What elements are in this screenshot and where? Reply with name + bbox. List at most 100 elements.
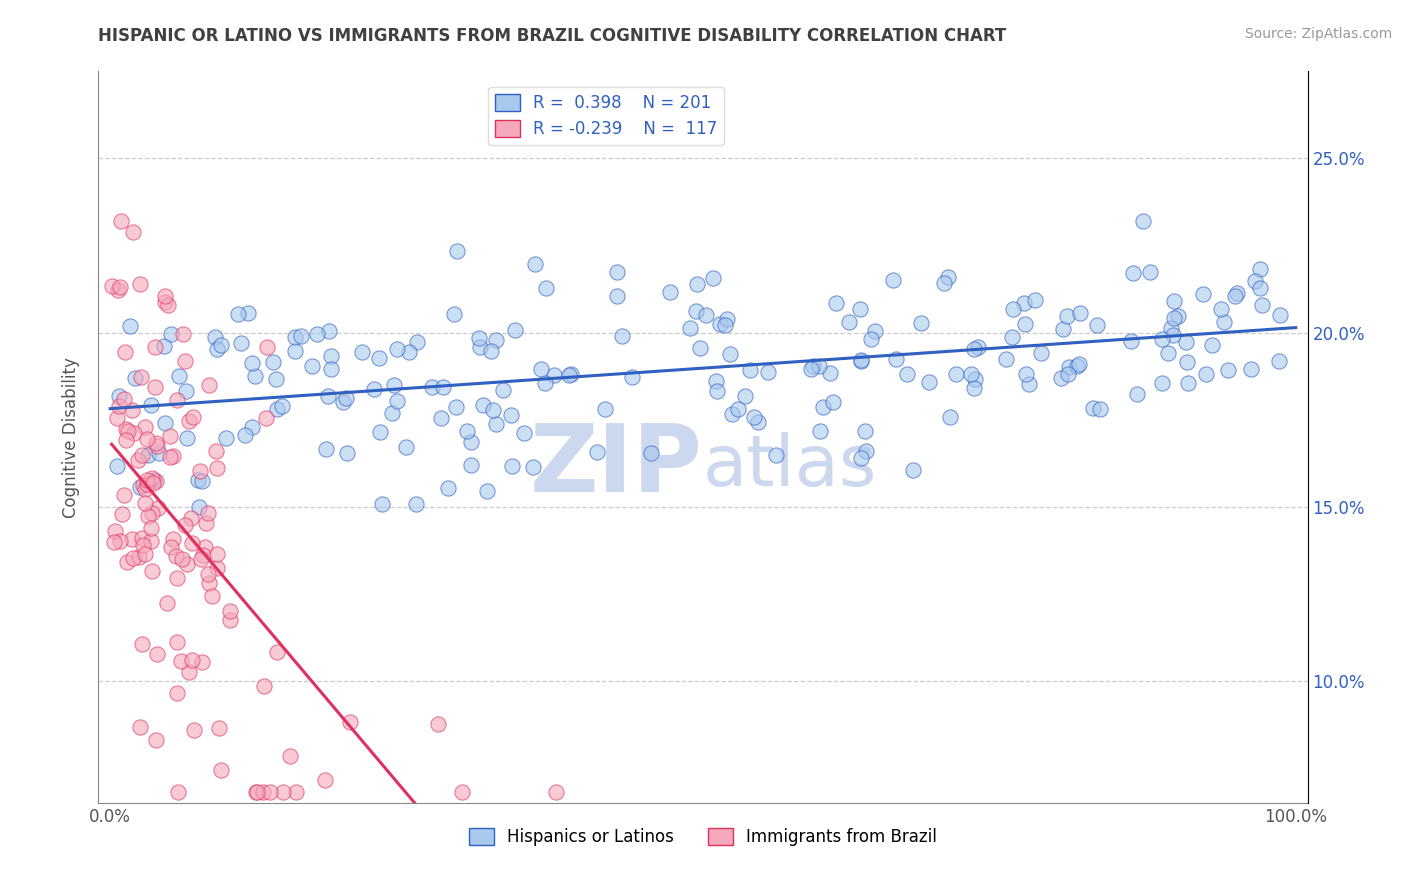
Point (501, 458, 523, 473)
Point (800, 361, 823, 376)
Point (122, 225, 145, 239)
Point (127, 453, 149, 467)
Point (143, 340, 166, 354)
Point (183, 723, 205, 737)
Point (243, 369, 266, 384)
Point (543, 368, 565, 383)
Point (427, 717, 450, 731)
Point (104, 524, 127, 538)
Point (606, 289, 628, 303)
Point (139, 521, 162, 535)
Point (167, 369, 190, 384)
Point (107, 411, 129, 425)
Point (1249, 262, 1271, 277)
Point (456, 424, 478, 438)
Point (207, 460, 229, 475)
Point (932, 276, 955, 290)
Point (335, 391, 357, 405)
Point (1052, 321, 1074, 335)
Point (194, 541, 217, 555)
Point (266, 402, 288, 417)
Point (105, 458, 128, 473)
Point (134, 496, 156, 510)
Point (209, 338, 232, 352)
Point (107, 283, 129, 297)
Point (205, 547, 228, 561)
Point (1067, 357, 1090, 371)
Point (321, 361, 343, 376)
Point (162, 532, 184, 546)
Point (271, 785, 294, 799)
Point (177, 665, 200, 679)
Point (141, 506, 163, 520)
Point (1177, 376, 1199, 390)
Point (145, 474, 167, 488)
Point (143, 473, 166, 487)
Point (1081, 401, 1104, 415)
Point (148, 445, 170, 459)
Point (176, 557, 198, 571)
Point (1160, 321, 1182, 335)
Point (612, 329, 634, 343)
Point (851, 451, 873, 466)
Point (903, 463, 925, 477)
Point (139, 398, 162, 412)
Point (134, 547, 156, 561)
Point (176, 431, 198, 445)
Point (301, 359, 323, 373)
Point (704, 374, 727, 388)
Point (747, 415, 769, 429)
Point (1057, 360, 1080, 375)
Point (530, 362, 553, 376)
Point (264, 372, 287, 386)
Point (1002, 301, 1025, 316)
Point (332, 395, 354, 409)
Point (197, 566, 219, 581)
Point (808, 424, 831, 438)
Point (209, 763, 232, 777)
Point (405, 497, 427, 511)
Point (849, 301, 872, 316)
Point (266, 645, 288, 659)
Point (385, 394, 408, 409)
Point (1175, 355, 1198, 369)
Point (181, 409, 204, 424)
Point (685, 303, 707, 318)
Point (945, 367, 967, 381)
Point (367, 351, 389, 365)
Point (1085, 318, 1108, 332)
Point (1244, 274, 1267, 288)
Point (122, 550, 145, 565)
Point (121, 402, 143, 417)
Point (606, 265, 628, 279)
Point (197, 506, 219, 520)
Point (315, 442, 337, 457)
Point (172, 326, 194, 341)
Point (1192, 286, 1215, 301)
Point (910, 316, 932, 330)
Point (166, 785, 188, 799)
Point (863, 325, 886, 339)
Point (1167, 309, 1189, 323)
Point (136, 477, 159, 491)
Point (640, 446, 662, 460)
Point (1163, 310, 1185, 325)
Point (290, 329, 312, 343)
Point (702, 270, 724, 285)
Point (820, 366, 842, 380)
Point (204, 444, 226, 458)
Point (593, 401, 616, 416)
Point (963, 343, 986, 357)
Point (437, 481, 460, 495)
Point (1216, 363, 1239, 377)
Point (522, 460, 544, 475)
Point (499, 408, 522, 422)
Point (160, 540, 183, 554)
Point (110, 213, 132, 227)
Point (808, 359, 831, 374)
Point (205, 561, 228, 575)
Point (350, 345, 373, 359)
Point (112, 488, 135, 502)
Point (131, 477, 153, 491)
Point (706, 384, 728, 399)
